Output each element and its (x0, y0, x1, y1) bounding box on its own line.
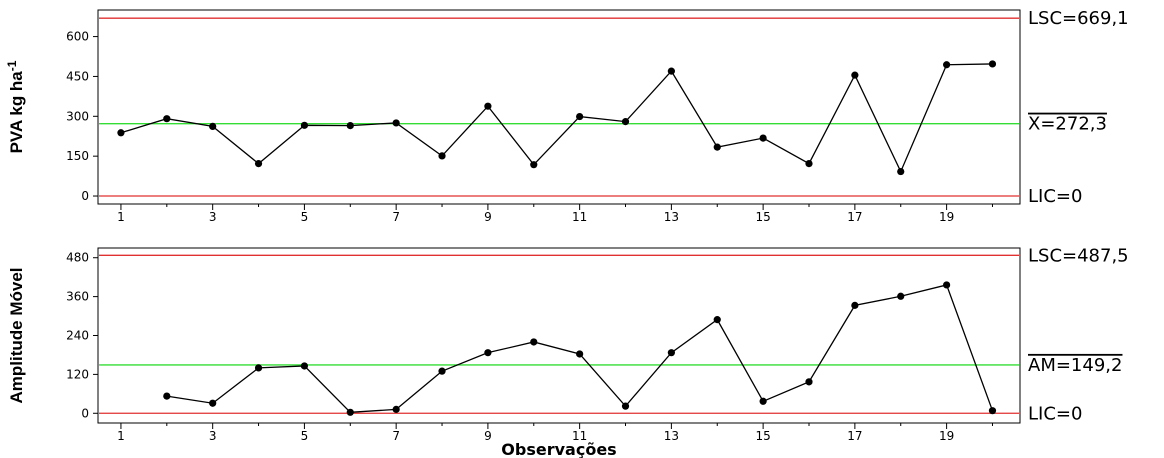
bottom-xtick-label: 1 (117, 429, 125, 443)
bottom-xtick-label: 7 (392, 429, 400, 443)
top-control-label-2: LIC=0 (1028, 186, 1082, 207)
top-data-point (346, 122, 354, 130)
bottom-y-axis-label-text: Amplitude Móvel (7, 267, 26, 403)
top-data-point (300, 121, 309, 129)
top-data-point (759, 134, 767, 142)
top-xtick-label: 13 (664, 210, 679, 224)
bottom-xtick-label: 19 (939, 429, 954, 443)
top-data-point (621, 118, 630, 126)
bottom-plot-frame (97, 247, 1021, 424)
bottom-x-axis-label: Observações (501, 440, 616, 458)
bottom-series-line (166, 284, 994, 413)
top-data-point (897, 167, 905, 176)
bottom-xtick-label: 15 (755, 429, 770, 443)
top-xtick-label: 1 (117, 210, 125, 224)
top-ytick-label: 600 (66, 30, 89, 44)
bottom-data-point (897, 292, 905, 300)
top-data-point (943, 61, 951, 69)
top-data-point (484, 102, 492, 110)
bottom-y-axis-label: Amplitude Móvel (7, 267, 26, 403)
top-xtick-label: 11 (572, 210, 587, 224)
top-ytick-label: 150 (66, 149, 89, 163)
top-data-point (209, 122, 217, 130)
bottom-ytick-label: 0 (81, 406, 89, 420)
bottom-data-point (438, 367, 446, 375)
bottom-xtick-label: 11 (572, 429, 587, 443)
bottom-control-label-1: AM=149,2 (1028, 355, 1122, 376)
bottom-data-point (943, 281, 951, 289)
top-xtick-label: 9 (484, 210, 492, 224)
bottom-ytick-label: 120 (66, 367, 89, 381)
bottom-xtick-label: 9 (484, 429, 492, 443)
top-xtick-label: 19 (939, 210, 954, 224)
top-data-point (254, 160, 263, 168)
bottom-data-point (530, 338, 538, 346)
top-xtick-label: 7 (392, 210, 400, 224)
top-plot-frame (97, 9, 1021, 205)
bottom-xtick-label: 5 (301, 429, 309, 443)
bottom-data-point (759, 397, 767, 405)
bottom-data-point (667, 349, 675, 357)
top-data-point (163, 115, 171, 123)
top-xtick-label: 17 (847, 210, 862, 224)
top-xtick-label: 5 (301, 210, 309, 224)
bottom-control-label-0: LSC=487,5 (1028, 245, 1129, 266)
top-data-point (576, 112, 584, 121)
bottom-data-point (988, 407, 997, 415)
top-control-label-1: X=272,3 (1028, 114, 1107, 135)
top-data-point (851, 71, 859, 79)
top-ytick-label: 450 (66, 69, 89, 83)
bottom-ytick-label: 360 (66, 290, 89, 304)
top-control-label-0: LSC=669,1 (1028, 8, 1129, 29)
bottom-xtick-label: 3 (209, 429, 217, 443)
bottom-data-point (484, 349, 492, 357)
bottom-data-point (851, 301, 859, 309)
top-ytick-label: 300 (66, 109, 89, 123)
bottom-xtick-label: 13 (664, 429, 679, 443)
bottom-data-point (163, 392, 171, 400)
top-data-point (117, 129, 125, 137)
bottom-data-point (713, 316, 721, 324)
bottom-xtick-label: 17 (847, 429, 862, 443)
top-y-axis-label: PVA kg ha-1 (5, 60, 26, 153)
bottom-data-point (254, 364, 263, 372)
bottom-data-point (300, 362, 309, 370)
top-xtick-label: 3 (209, 210, 217, 224)
bottom-ytick-label: 480 (66, 251, 89, 265)
bottom-data-point (621, 402, 630, 410)
top-data-point (438, 152, 446, 160)
top-ytick-label: 0 (81, 189, 89, 203)
bottom-data-point (805, 378, 813, 386)
bottom-data-point (209, 399, 217, 407)
bottom-data-point (576, 350, 584, 358)
top-data-point (805, 160, 813, 168)
bottom-ytick-label: 240 (66, 329, 89, 343)
top-data-point (988, 60, 997, 68)
bottom-control-label-2: LIC=0 (1028, 403, 1082, 424)
top-data-point (530, 161, 538, 169)
bottom-data-point (392, 405, 400, 413)
top-y-axis-label-superscript: -1 (5, 60, 19, 71)
top-y-axis-label-text: PVA kg ha (7, 71, 26, 154)
top-data-point (667, 67, 675, 75)
top-data-point (392, 119, 400, 127)
bottom-data-point (346, 408, 354, 416)
top-series-line (120, 63, 993, 174)
top-xtick-label: 15 (755, 210, 770, 224)
top-data-point (713, 143, 721, 151)
